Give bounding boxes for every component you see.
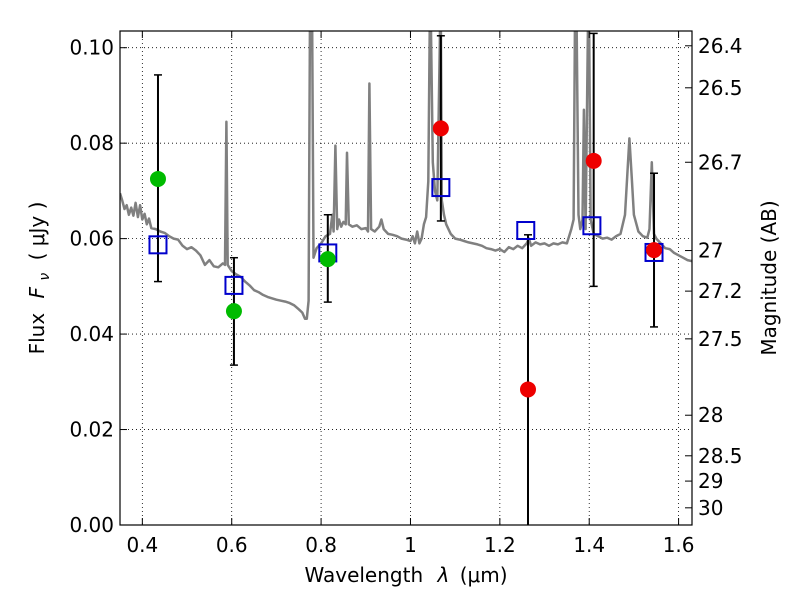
model-square [431, 178, 451, 198]
right-tick-label: 27.2 [698, 279, 743, 303]
right-tick-label: 27.5 [698, 327, 743, 351]
observed-point-red [646, 242, 663, 259]
y-tick-label: 0.04 [69, 322, 114, 346]
spectrum-line [120, 31, 692, 321]
x-tick-label: 1.4 [573, 533, 605, 557]
axis-ticks: 0.4 0.6 0.8 1 1.2 1.4 1.6 0.00 0.02 0.04 0.06 0.08 0… [69, 31, 743, 557]
y-tick-label: 0.08 [69, 131, 114, 155]
x-tick-label: 0.4 [126, 533, 158, 557]
y-tick-label: 0.00 [69, 513, 114, 537]
observed-point-green [149, 170, 166, 187]
model-square [224, 275, 244, 295]
plot-frame [119, 30, 693, 526]
right-tick-label: 28 [698, 403, 723, 427]
observed-point-red [585, 152, 602, 169]
right-tick-label: 26.5 [698, 76, 743, 100]
right-tick-label: 29 [698, 469, 723, 493]
y-tick-label: 0.06 [69, 227, 114, 251]
x-tick-label: 1.6 [663, 533, 695, 557]
observed-point-red [519, 381, 536, 398]
x-tick-label: 0.6 [216, 533, 248, 557]
right-tick-label: 28.5 [698, 444, 743, 468]
model-square [516, 221, 536, 241]
x-axis-title: Wavelength λ (μm) [304, 563, 507, 587]
observed-point-red [432, 120, 449, 137]
y-tick-label: 0.10 [69, 36, 114, 60]
spectrum-series [120, 31, 692, 321]
right-tick-label: 26.7 [698, 150, 743, 174]
right-tick-label: 30 [698, 496, 723, 520]
x-tick-label: 1.2 [484, 533, 516, 557]
model-square [582, 216, 602, 236]
right-tick-label: 27 [698, 239, 723, 263]
y-axis-title: Flux F ν ( μJy ) [25, 202, 54, 355]
model-square [148, 235, 168, 255]
observed-point-green [319, 251, 336, 268]
observed-points [149, 120, 663, 398]
x-tick-label: 0.8 [305, 533, 337, 557]
observed-point-green [225, 303, 242, 320]
x-tick-label: 1 [404, 533, 417, 557]
y-tick-label: 0.02 [69, 418, 114, 442]
right-tick-label: 26.4 [698, 34, 743, 58]
right-axis-title: Magnitude (AB) [757, 200, 781, 355]
